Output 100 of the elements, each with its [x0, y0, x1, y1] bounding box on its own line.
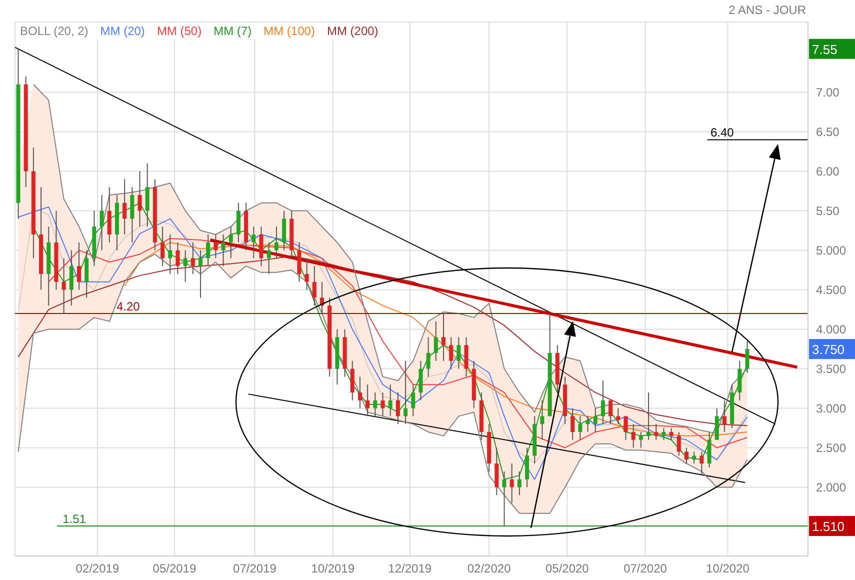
- candlestick: [404, 360, 408, 425]
- candlestick: [411, 384, 416, 417]
- candlestick: [282, 210, 286, 251]
- candlestick: [449, 336, 454, 370]
- text: MM (7): [214, 24, 252, 38]
- x-tick-label: 10/2020: [706, 562, 750, 576]
- candlestick: [366, 384, 370, 417]
- candlestick: [252, 226, 256, 259]
- candlestick: [259, 226, 264, 267]
- candlestick: [593, 408, 598, 432]
- x-tick-label: 07/2020: [624, 562, 668, 576]
- candlestick: [638, 431, 643, 448]
- ref-line-label: 1.51: [62, 512, 86, 526]
- x-tick-label: 02/2019: [76, 562, 120, 576]
- x-tick-label: 05/2020: [545, 562, 590, 576]
- price-tag: 3.750: [809, 339, 855, 360]
- candlestick: [608, 400, 613, 425]
- candlestick: [221, 234, 226, 267]
- ref-line-label: 6.40: [710, 126, 734, 140]
- candlestick: [266, 242, 271, 274]
- y-tick-label: 4.500: [816, 283, 846, 298]
- text: MM (100): [264, 24, 315, 38]
- candlestick: [692, 451, 696, 464]
- candlestick: [183, 250, 188, 282]
- candlestick: [176, 242, 180, 274]
- candlestick: [586, 416, 590, 432]
- candlestick: [206, 234, 210, 267]
- x-tick-label: 10/2019: [311, 562, 355, 576]
- candlestick: [662, 428, 666, 440]
- price-tag: 1.510: [809, 516, 855, 536]
- candlestick: [304, 258, 309, 290]
- candlestick: [396, 392, 400, 425]
- candlestick: [631, 424, 636, 448]
- candlestick: [676, 431, 681, 456]
- candlestick: [456, 336, 461, 370]
- candlestick: [62, 258, 66, 314]
- line-series: [18, 254, 748, 514]
- candlestick: [69, 250, 74, 306]
- candlestick: [138, 170, 142, 228]
- x-tick-label: 02/2020: [467, 562, 512, 576]
- candlestick: [616, 408, 620, 425]
- ref-line-label: 4.20: [116, 299, 140, 314]
- candlestick: [84, 250, 89, 298]
- x-tick-label: 12/2019: [388, 562, 432, 576]
- y-tick-label: 6.50: [816, 125, 840, 140]
- candlestick: [464, 336, 468, 378]
- y-tick-label: 4.000: [816, 322, 846, 337]
- candlestick: [373, 392, 378, 417]
- candlestick: [214, 234, 218, 259]
- candlestick: [624, 416, 628, 440]
- y-tick-label: 5.000: [816, 244, 846, 258]
- candlestick: [160, 226, 165, 267]
- candlestick: [168, 234, 172, 274]
- candlestick: [77, 242, 82, 290]
- candlestick: [274, 226, 278, 259]
- text: MM (200): [326, 24, 378, 38]
- candlestick: [600, 380, 605, 425]
- candlestick: [646, 392, 651, 440]
- candlestick: [654, 424, 658, 440]
- candlestick: [350, 360, 354, 401]
- text: BOLL (20, 2): [20, 24, 88, 38]
- price-tag: 7.55: [809, 38, 855, 59]
- candlestick: [388, 384, 392, 417]
- candlestick: [707, 431, 712, 468]
- y-tick-label: 3.000: [816, 402, 846, 416]
- candlestick: [312, 266, 316, 306]
- candlestick: [684, 447, 688, 464]
- candlestick: [122, 178, 127, 235]
- y-tick-label: 5.50: [816, 204, 840, 218]
- y-tick-label: 2.000: [816, 480, 846, 495]
- candlestick: [510, 463, 514, 504]
- text: MM (50): [156, 24, 202, 38]
- candlestick: [358, 376, 362, 409]
- candlestick: [700, 451, 704, 476]
- candlestick: [738, 360, 742, 401]
- chart-subtitle: 2 ANS - JOUR: [728, 3, 806, 17]
- candlestick: [107, 186, 112, 243]
- candlestick: [190, 242, 195, 274]
- candlestick: [228, 226, 233, 259]
- candlestick: [540, 400, 544, 440]
- y-tick-label: 3.500: [816, 362, 846, 376]
- candlestick: [494, 447, 499, 496]
- candlestick: [442, 312, 446, 362]
- candlestick: [570, 408, 575, 440]
- candlestick: [722, 400, 726, 432]
- candlestick: [198, 250, 203, 298]
- candlestick: [418, 360, 423, 401]
- candlestick: [297, 242, 302, 282]
- candlestick: [578, 416, 582, 440]
- candlestick: [434, 320, 438, 362]
- x-tick-label: 05/2019: [152, 562, 196, 576]
- x-tick-label: 07/2019: [233, 562, 277, 576]
- candlestick: [669, 428, 674, 440]
- text: MM (20): [100, 24, 145, 38]
- candlestick: [714, 408, 719, 440]
- y-tick-label: 6.00: [816, 164, 840, 179]
- y-tick-label: 2.500: [816, 441, 846, 456]
- candlestick: [426, 336, 430, 378]
- y-tick-label: 7.00: [816, 86, 840, 100]
- candlestick: [380, 392, 385, 417]
